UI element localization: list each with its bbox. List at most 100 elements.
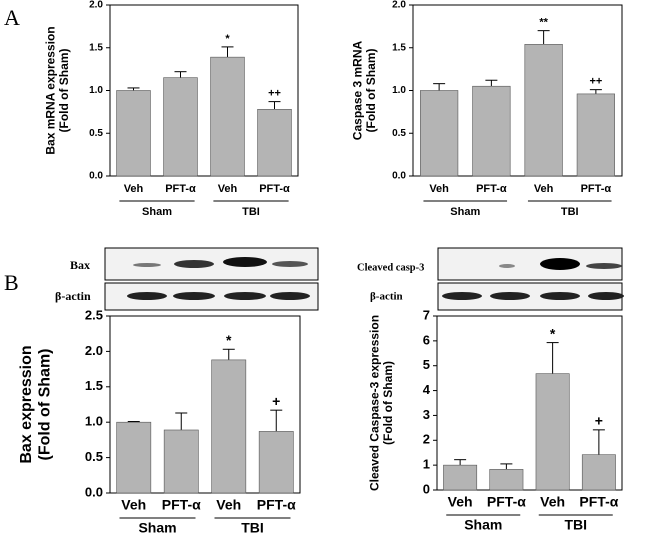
plot-frame xyxy=(109,315,301,494)
y-tick-label: 1.0 xyxy=(89,85,103,96)
bar xyxy=(116,90,151,177)
x-tick-label: Veh xyxy=(124,183,144,195)
blot-images xyxy=(104,247,624,311)
band xyxy=(490,292,530,300)
significance-mark: ++ xyxy=(589,76,602,88)
y-tick-label: 1.5 xyxy=(85,378,103,393)
group-label: Sham xyxy=(142,206,172,218)
y-axis-label: Cleaved Caspase-3 expression xyxy=(367,315,381,491)
bar xyxy=(258,431,294,494)
group-label: TBI xyxy=(561,206,579,218)
y-tick-label: 2.0 xyxy=(392,0,406,11)
band xyxy=(127,292,167,300)
x-tick-label: Veh xyxy=(448,494,473,510)
significance-mark: * xyxy=(225,33,230,45)
significance-mark: ++ xyxy=(268,88,281,100)
x-tick-label: PFT-α xyxy=(487,494,526,510)
bar xyxy=(163,429,199,494)
x-tick-label: PFT-α xyxy=(581,183,612,195)
y-tick-label: 0.0 xyxy=(89,171,103,182)
panel-label: B xyxy=(4,270,19,295)
bar xyxy=(211,359,247,494)
x-tick-label: Veh xyxy=(429,183,449,195)
y-tick-label: 0.5 xyxy=(85,449,103,464)
y-tick-label: 2.5 xyxy=(85,307,103,322)
bar xyxy=(116,421,152,494)
y-tick-label: 3 xyxy=(423,407,430,422)
band xyxy=(174,260,214,268)
group-label: TBI xyxy=(564,517,587,533)
plot-frame xyxy=(436,315,623,491)
y-axis-label: (Fold of Sham) xyxy=(57,48,71,132)
y-tick-label: 2 xyxy=(423,432,430,447)
band xyxy=(586,263,622,269)
x-tick-label: PFT-α xyxy=(476,183,507,195)
y-axis-label: (Fold of Sham) xyxy=(364,49,378,133)
y-tick-label: 7 xyxy=(423,307,430,322)
y-tick-label: 1.0 xyxy=(85,414,103,429)
x-tick-label: Veh xyxy=(121,497,146,513)
bar xyxy=(576,93,615,177)
y-axis-label: Bax mRNA expression xyxy=(43,26,57,154)
bar xyxy=(524,44,563,177)
y-tick-label: 5 xyxy=(423,357,430,372)
blot-label: Bax xyxy=(70,258,90,272)
x-tick-label: PFT-α xyxy=(165,183,196,195)
significance-mark: ** xyxy=(539,17,548,29)
x-tick-label: Veh xyxy=(540,494,565,510)
group-label: TBI xyxy=(242,206,260,218)
x-tick-label: PFT-α xyxy=(257,497,296,513)
y-tick-label: 0.5 xyxy=(89,128,103,139)
significance-mark: + xyxy=(272,393,280,409)
bar xyxy=(163,77,198,177)
significance-mark: * xyxy=(226,332,232,348)
x-tick-label: Veh xyxy=(218,183,238,195)
group-label: Sham xyxy=(464,517,502,533)
band xyxy=(442,292,482,300)
y-tick-label: 0.0 xyxy=(85,484,103,499)
bar xyxy=(210,56,245,177)
bar xyxy=(443,464,478,491)
y-tick-label: 2.0 xyxy=(89,0,103,11)
bar xyxy=(472,85,511,177)
blot-label: β-actin xyxy=(370,291,403,303)
band xyxy=(272,261,308,267)
band xyxy=(270,292,310,300)
y-tick-label: 0 xyxy=(423,481,430,496)
x-tick-label: PFT-α xyxy=(579,494,618,510)
y-tick-label: 1.0 xyxy=(392,85,406,96)
band xyxy=(224,292,266,300)
y-tick-label: 1 xyxy=(423,457,430,472)
y-tick-label: 1.5 xyxy=(89,42,103,53)
significance-mark: * xyxy=(550,325,556,341)
y-tick-label: 0.0 xyxy=(392,171,406,182)
bar xyxy=(257,109,292,177)
y-tick-label: 2.0 xyxy=(85,343,103,358)
x-tick-label: Veh xyxy=(216,497,241,513)
group-label: TBI xyxy=(241,520,264,534)
y-tick-label: 1.5 xyxy=(392,42,406,53)
x-tick-label: Veh xyxy=(534,183,554,195)
band xyxy=(223,257,267,267)
band xyxy=(588,292,624,300)
panel-label: A xyxy=(4,5,20,30)
blot-label: β-actin xyxy=(55,289,91,303)
bar xyxy=(535,373,570,491)
band xyxy=(499,264,515,268)
y-axis-label: Bax expression xyxy=(18,345,35,463)
x-tick-label: PFT-α xyxy=(162,497,201,513)
y-tick-label: 6 xyxy=(423,332,430,347)
band xyxy=(173,292,215,300)
group-label: Sham xyxy=(138,520,176,534)
bar xyxy=(420,90,459,177)
y-axis-label: (Fold of Sham) xyxy=(381,361,395,445)
group-label: Sham xyxy=(450,206,480,218)
bar xyxy=(489,469,524,491)
y-axis-label: (Fold of Sham) xyxy=(36,349,53,461)
band xyxy=(540,292,580,300)
band xyxy=(133,263,161,267)
y-tick-label: 0.5 xyxy=(392,128,406,139)
bar xyxy=(581,454,616,491)
y-axis-label: Caspase 3 mRNA xyxy=(350,40,364,140)
